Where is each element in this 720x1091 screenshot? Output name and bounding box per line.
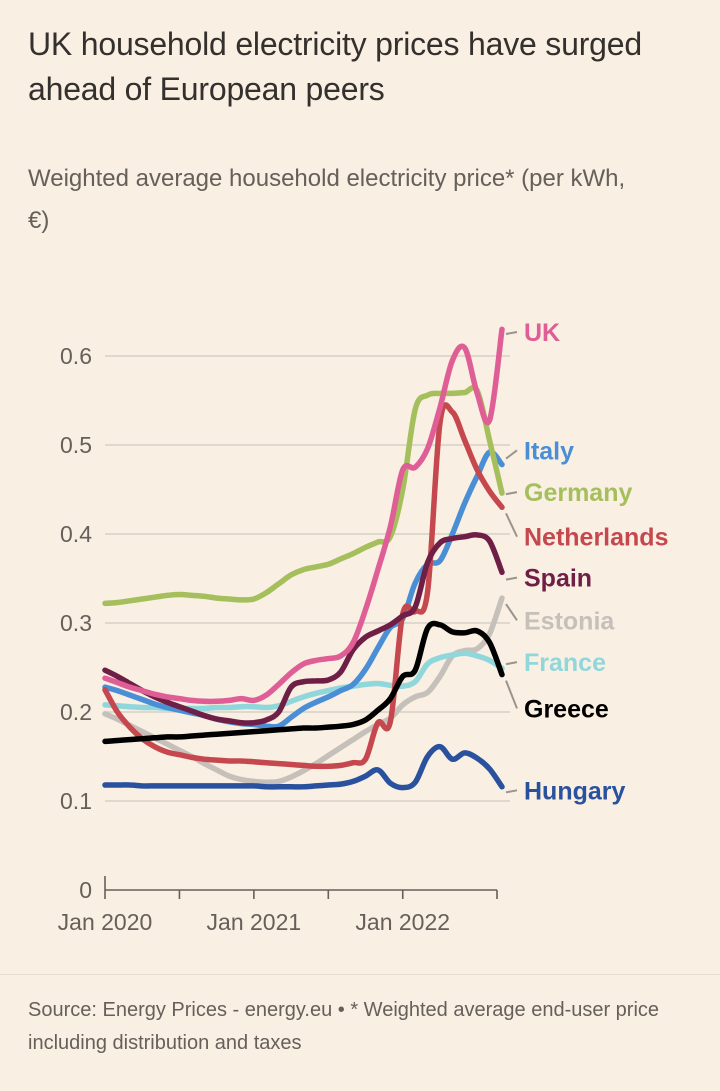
series-label-hungary: Hungary bbox=[524, 777, 626, 805]
series-label-uk: UK bbox=[524, 319, 560, 347]
x-axis-tick-label: Jan 2022 bbox=[355, 909, 450, 935]
chart-headline: UK household electricity prices have sur… bbox=[28, 26, 642, 107]
series-label-italy: Italy bbox=[524, 437, 574, 465]
y-axis-tick-label: 0.5 bbox=[60, 432, 92, 458]
label-leader-netherlands bbox=[505, 512, 518, 538]
series-line-netherlands bbox=[102, 402, 505, 770]
series-line-uk bbox=[102, 326, 505, 705]
series-label-netherlands: Netherlands bbox=[524, 524, 668, 552]
source-note: Source: Energy Prices - energy.eu • * We… bbox=[28, 999, 660, 1054]
x-axis-tick-label: Jan 2020 bbox=[58, 909, 153, 935]
chart-subtitle: Weighted average household electricity p… bbox=[28, 165, 626, 234]
label-leader-greece bbox=[505, 680, 518, 709]
series-label-greece: Greece bbox=[524, 695, 609, 723]
y-axis-tick-label: 0.4 bbox=[60, 521, 92, 547]
y-axis-tick-label: 0.1 bbox=[60, 788, 92, 814]
series-line-greece bbox=[102, 620, 505, 745]
series-line-estonia bbox=[102, 595, 505, 786]
y-axis-tick-label: 0.3 bbox=[60, 610, 92, 636]
series-label-germany: Germany bbox=[524, 479, 632, 507]
label-leader-uk bbox=[505, 330, 518, 335]
series-line-spain bbox=[102, 531, 505, 726]
label-leader-estonia bbox=[505, 603, 518, 621]
y-axis-tick-label: 0.2 bbox=[60, 699, 92, 725]
y-axis-tick-label: 0.6 bbox=[60, 343, 92, 369]
series-line-germany bbox=[102, 384, 505, 607]
series-label-estonia: Estonia bbox=[524, 607, 615, 635]
series-line-hungary bbox=[102, 743, 505, 791]
label-leader-germany bbox=[505, 491, 518, 496]
label-leader-spain bbox=[505, 576, 518, 581]
label-leader-italy bbox=[505, 449, 518, 460]
series-line-italy bbox=[102, 449, 505, 730]
series-label-france: France bbox=[524, 649, 606, 677]
label-leader-france bbox=[505, 661, 518, 666]
series-label-spain: Spain bbox=[524, 565, 592, 593]
footer-divider bbox=[0, 974, 720, 975]
x-axis-tick-label: Jan 2021 bbox=[207, 909, 302, 935]
y-axis-tick-label: 0 bbox=[79, 877, 92, 903]
label-leader-hungary bbox=[505, 789, 518, 794]
